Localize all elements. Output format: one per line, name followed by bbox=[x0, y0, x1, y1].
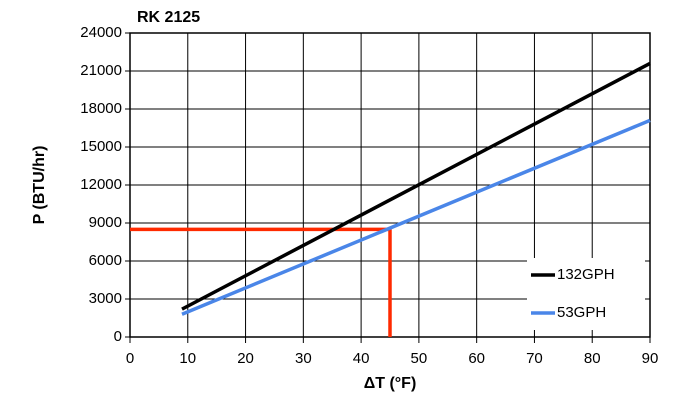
y-tick-label: 21000 bbox=[80, 62, 122, 79]
legend-label: 132GPH bbox=[557, 266, 615, 283]
legend-label: 53GPH bbox=[557, 304, 606, 321]
x-tick-label: 20 bbox=[237, 350, 254, 367]
x-tick-label: 40 bbox=[353, 350, 370, 367]
y-tick-label: 6000 bbox=[89, 252, 122, 269]
y-tick-label: 0 bbox=[114, 328, 122, 345]
y-tick-label: 9000 bbox=[89, 214, 122, 231]
x-tick-label: 10 bbox=[179, 350, 196, 367]
y-tick-label: 15000 bbox=[80, 138, 122, 155]
y-tick-label: 24000 bbox=[80, 24, 122, 41]
x-tick-label: 90 bbox=[642, 350, 659, 367]
y-tick-label: 3000 bbox=[89, 290, 122, 307]
x-tick-label: 70 bbox=[526, 350, 543, 367]
chart-title: RK 2125 bbox=[137, 9, 200, 26]
legend-box bbox=[527, 258, 645, 330]
y-tick-label: 12000 bbox=[80, 176, 122, 193]
x-tick-label: 80 bbox=[584, 350, 601, 367]
y-axis-label: P (BTU/hr) bbox=[31, 146, 48, 225]
x-tick-label: 30 bbox=[295, 350, 312, 367]
x-tick-label: 0 bbox=[126, 350, 134, 367]
x-axis-label: ΔT (°F) bbox=[364, 375, 417, 392]
x-tick-label: 50 bbox=[411, 350, 428, 367]
x-tick-label: 60 bbox=[468, 350, 485, 367]
y-tick-label: 18000 bbox=[80, 100, 122, 117]
series-line bbox=[181, 61, 651, 311]
series-line bbox=[181, 118, 651, 316]
